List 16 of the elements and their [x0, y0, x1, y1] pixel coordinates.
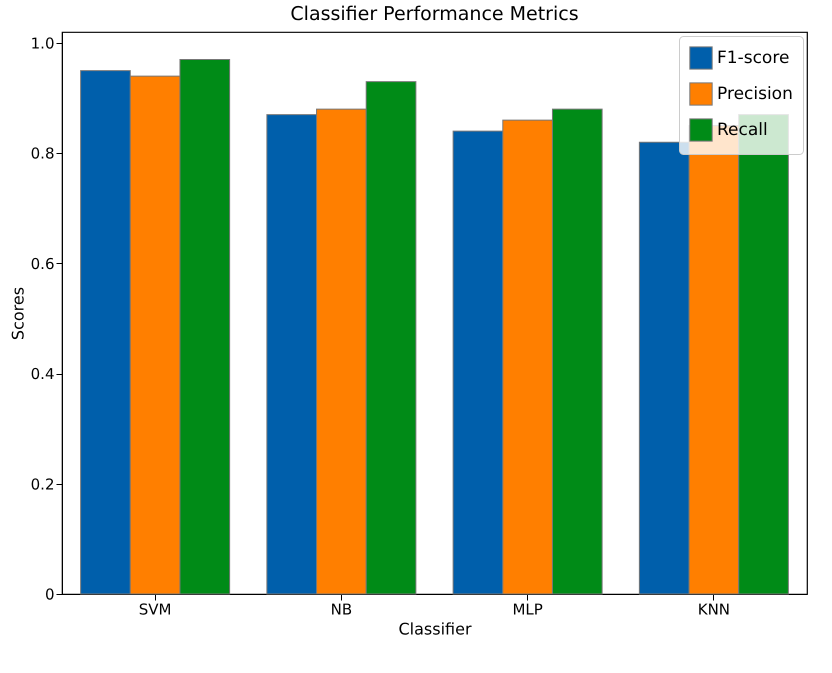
y-tick-label: 0.8: [30, 144, 54, 163]
x-tick-label: SVM: [138, 600, 172, 618]
y-tick-label: 0.4: [30, 365, 54, 384]
y-tick-label: 0.2: [30, 475, 54, 494]
legend-label: Recall: [717, 120, 768, 140]
y-tick-label: 1.0: [30, 34, 54, 53]
x-axis-title: Classifier: [398, 620, 472, 638]
y-tick-label: 0.6: [30, 254, 54, 273]
legend-label: Precision: [717, 84, 793, 104]
x-tick-label: KNN: [698, 600, 730, 618]
y-axis-title: Scores: [8, 286, 28, 340]
y-tick-label: 0: [44, 586, 54, 604]
x-tick-label: NB: [330, 600, 352, 618]
x-tick-label: MLP: [512, 600, 543, 618]
chart-title: Classifier Performance Metrics: [290, 3, 579, 25]
legend-label: F1-score: [717, 48, 790, 68]
